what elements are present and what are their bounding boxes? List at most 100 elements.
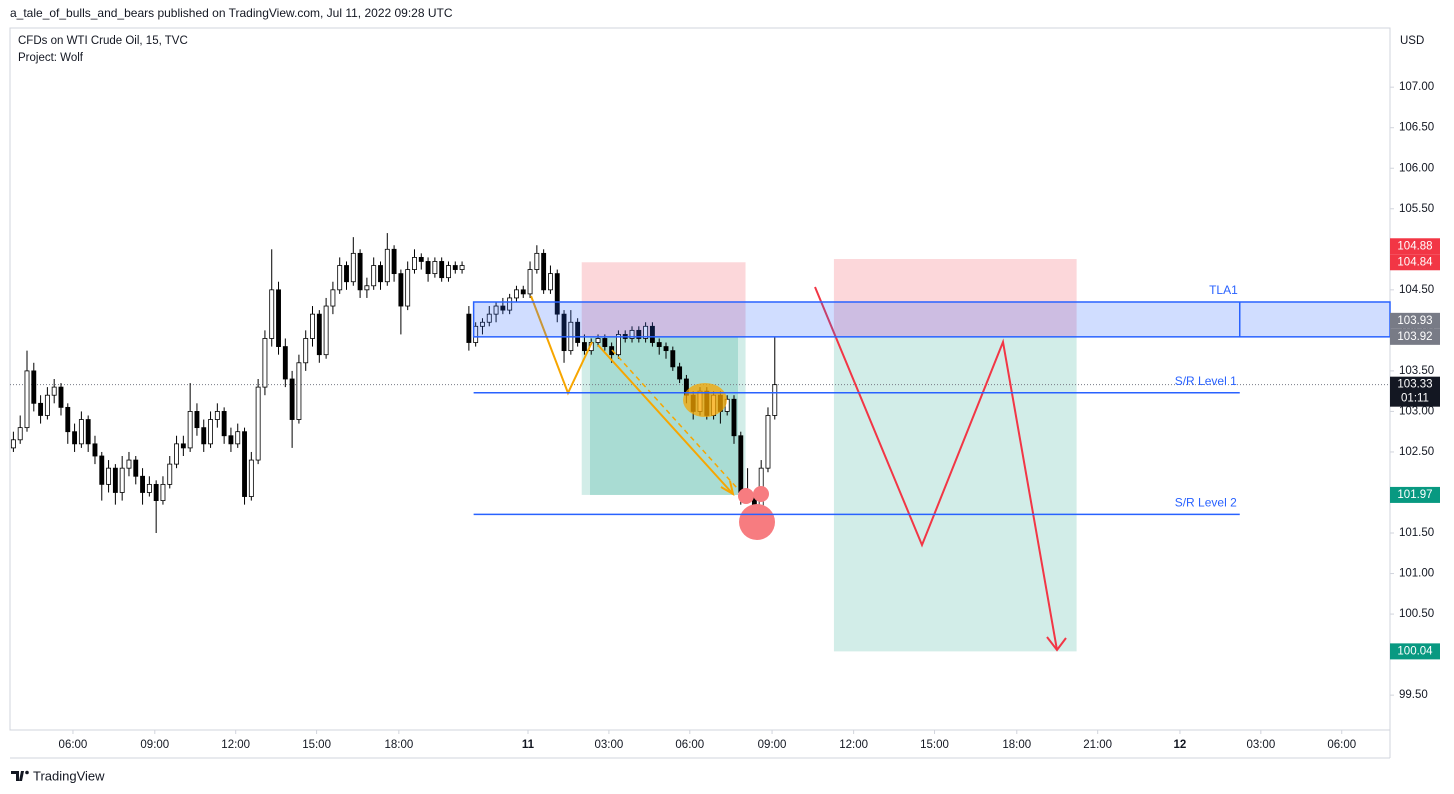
- candle-body: [282, 346, 288, 380]
- candle-body: [670, 350, 676, 368]
- candle-body: [412, 257, 417, 270]
- candle-body: [602, 338, 608, 347]
- orange-highlight: [683, 383, 727, 417]
- candle-body: [649, 325, 655, 343]
- candle-body: [126, 459, 132, 469]
- position-stop-zone: [581, 262, 746, 337]
- candle-body: [112, 467, 118, 493]
- y-tick-label: 107.00: [1399, 81, 1434, 93]
- candle-body: [452, 265, 458, 270]
- candle-body: [289, 378, 295, 420]
- project-title: Project: Wolf: [18, 52, 84, 64]
- x-tick-label: 12:00: [221, 739, 250, 751]
- x-tick-label: 03:00: [1246, 739, 1275, 751]
- candle-body: [221, 411, 227, 437]
- candle-body: [262, 338, 268, 388]
- candle-body: [548, 273, 553, 291]
- candles: [10, 233, 778, 534]
- y-tick-label: 106.00: [1399, 162, 1434, 174]
- candle-body: [99, 455, 105, 485]
- x-tick-label: 09:00: [758, 739, 787, 751]
- last-price-label-bg: [1390, 376, 1440, 407]
- x-tick-label: 12: [1174, 739, 1187, 751]
- candle-body: [119, 467, 125, 493]
- price-axis-label-bg: [1390, 643, 1440, 660]
- candle-body: [398, 273, 404, 307]
- sr-level-label: S/R Level 1: [1175, 374, 1237, 388]
- candle-body: [323, 305, 329, 356]
- candle-body: [425, 261, 431, 275]
- red-arrowhead: [1046, 636, 1067, 652]
- x-tick-label: 18:00: [1002, 739, 1031, 751]
- candle-body: [248, 459, 254, 497]
- y-tick-label: 99.50: [1399, 689, 1428, 701]
- candle-body: [500, 305, 506, 311]
- orange-arrowhead: [720, 480, 735, 497]
- candle-body: [554, 273, 560, 315]
- candle-body: [106, 467, 112, 485]
- candle-body: [663, 346, 669, 352]
- candle-body: [581, 342, 587, 352]
- candle-body: [643, 325, 649, 339]
- candle-body: [330, 289, 336, 307]
- candle-body: [208, 419, 213, 445]
- x-tick-label: 06:00: [59, 739, 88, 751]
- candle-body: [201, 427, 207, 445]
- candle-body: [146, 483, 152, 493]
- candle-body: [269, 289, 275, 339]
- candle-body: [738, 435, 744, 493]
- candle-body: [391, 248, 397, 275]
- candle-body: [595, 338, 601, 343]
- candle-body: [303, 338, 309, 364]
- candle-body: [656, 342, 662, 347]
- candle-body: [344, 265, 349, 283]
- candle-body: [85, 419, 91, 445]
- candle-body: [459, 265, 465, 270]
- candle-body: [58, 386, 64, 408]
- logo-mark: [11, 771, 24, 781]
- candle-body: [575, 321, 581, 343]
- candle-body: [731, 398, 737, 437]
- candle-body: [446, 265, 451, 279]
- countdown-label: 01:11: [1401, 393, 1429, 405]
- last-price-label: 103.33: [1397, 379, 1432, 391]
- candle-body: [615, 334, 621, 356]
- candle-body: [242, 431, 247, 497]
- candle-body: [65, 406, 71, 433]
- candle-body: [493, 305, 499, 315]
- candle-body: [228, 435, 234, 445]
- brand-logo: [11, 770, 29, 781]
- price-axis-label-bg: [1390, 328, 1440, 345]
- candle-body: [10, 439, 16, 449]
- y-tick-label: 105.50: [1399, 203, 1434, 215]
- candle-body: [561, 313, 567, 352]
- y-tick-label: 101.50: [1399, 527, 1434, 539]
- price-axis-label: 103.92: [1397, 331, 1432, 343]
- candle-body: [187, 411, 193, 449]
- candle-body: [350, 252, 356, 283]
- candle-body: [384, 248, 390, 283]
- y-tick-label: 103.00: [1399, 405, 1434, 417]
- candle-body: [527, 269, 533, 295]
- sr-level-label: S/R Level 2: [1175, 496, 1237, 510]
- candle-body: [337, 265, 343, 291]
- attribution: a_tale_of_bulls_and_bears published on T…: [10, 6, 453, 20]
- candle-body: [296, 362, 302, 420]
- candle-body: [44, 394, 50, 416]
- symbol-title: CFDs on WTI Crude Oil, 15, TVC: [18, 35, 188, 47]
- candle-body: [357, 252, 363, 291]
- candle-body: [534, 252, 540, 270]
- candle-body: [677, 366, 683, 380]
- red-blob: [753, 486, 769, 502]
- candle-body: [514, 289, 519, 299]
- position-stop-zone: [833, 259, 1077, 337]
- candle-body: [31, 370, 37, 404]
- x-tick-label: 11: [522, 739, 535, 751]
- x-tick-label: 09:00: [140, 739, 169, 751]
- candle-body: [78, 419, 84, 445]
- x-tick-label: 15:00: [302, 739, 331, 751]
- candle-body: [140, 475, 146, 493]
- candle-body: [310, 313, 315, 339]
- brand-name: TradingView: [33, 768, 105, 783]
